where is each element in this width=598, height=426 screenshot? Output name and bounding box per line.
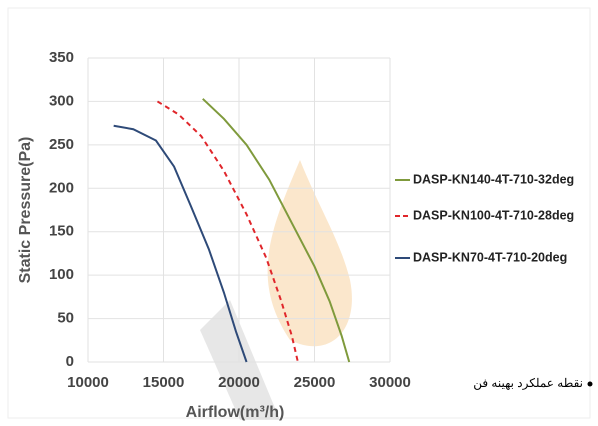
x-axis-title: Airflow(m³/h) [186, 404, 285, 421]
y-tick-label: 250 [49, 136, 74, 153]
y-tick-label: 150 [49, 223, 74, 240]
series-line [113, 124, 248, 363]
y-axis-title: Static Pressure(Pa) [17, 137, 34, 284]
chart-frame [7, 7, 591, 419]
series-line [156, 100, 299, 363]
x-tick-label: 15000 [143, 374, 185, 391]
annotation-bullet [587, 381, 593, 387]
legend-label: DASP-KN140-4T-710-32deg [413, 172, 574, 186]
y-tick-label: 50 [57, 310, 74, 327]
legend-label: DASP-KN70-4T-710-20deg [413, 250, 567, 264]
y-tick-label: 200 [49, 179, 74, 196]
y-tick-label: 300 [49, 92, 74, 109]
y-tick-label: 100 [49, 266, 74, 283]
x-tick-label: 30000 [369, 374, 411, 391]
series-line [202, 98, 351, 363]
y-tick-label: 350 [49, 49, 74, 66]
x-tick-label: 10000 [67, 374, 109, 391]
watermark-flame [267, 160, 352, 347]
y-tick-label: 0 [66, 353, 74, 370]
watermark-shape [200, 300, 280, 420]
annotation: نقطه عملکرد بهینه فن [473, 376, 583, 390]
x-tick-label: 25000 [294, 374, 336, 391]
legend-label: DASP-KN100-4T-710-28deg [413, 208, 574, 222]
x-tick-label: 20000 [218, 374, 260, 391]
